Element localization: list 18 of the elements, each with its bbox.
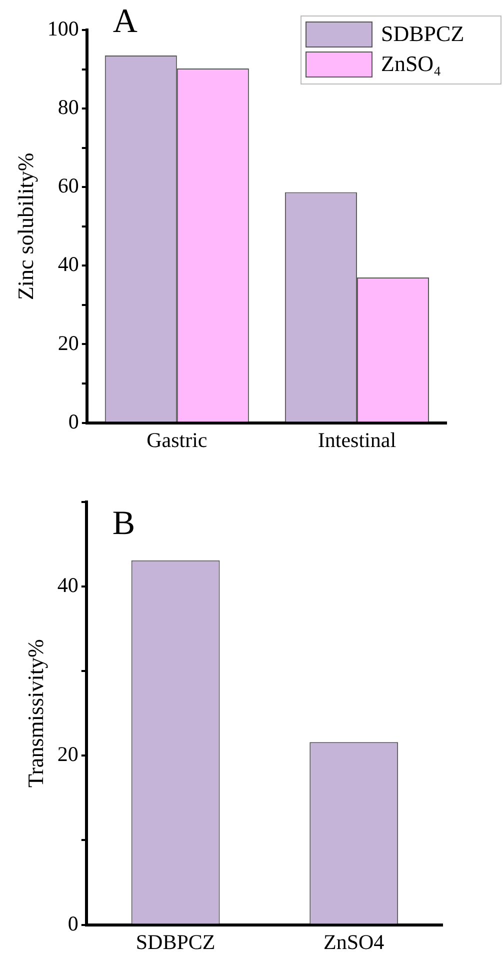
chart-title: A [112, 2, 138, 40]
y-tick-label: 40 [58, 252, 79, 276]
legend-label: SDBPCZ [381, 20, 464, 46]
y-tick-label: 0 [68, 911, 78, 936]
y-tick-label: 60 [58, 174, 79, 198]
x-tick-label: Gastric [146, 428, 208, 452]
y-tick-label: 20 [57, 742, 78, 766]
y-tick-label: 20 [58, 330, 79, 355]
x-tick-label: ZnSO4 [324, 930, 385, 954]
y-tick-label: 40 [57, 573, 78, 598]
y-tick-label: 100 [47, 16, 79, 41]
x-tick-label: Intestinal [318, 428, 396, 452]
chart-title: B [112, 504, 136, 542]
y-axis-title: Zinc solubility% [12, 152, 38, 300]
y-tick-label: 0 [68, 409, 79, 434]
y-axis-title: Transmissivity% [22, 639, 48, 788]
y-tick-label: 80 [58, 95, 79, 120]
legend-label: ZnSO₄ [381, 50, 442, 76]
